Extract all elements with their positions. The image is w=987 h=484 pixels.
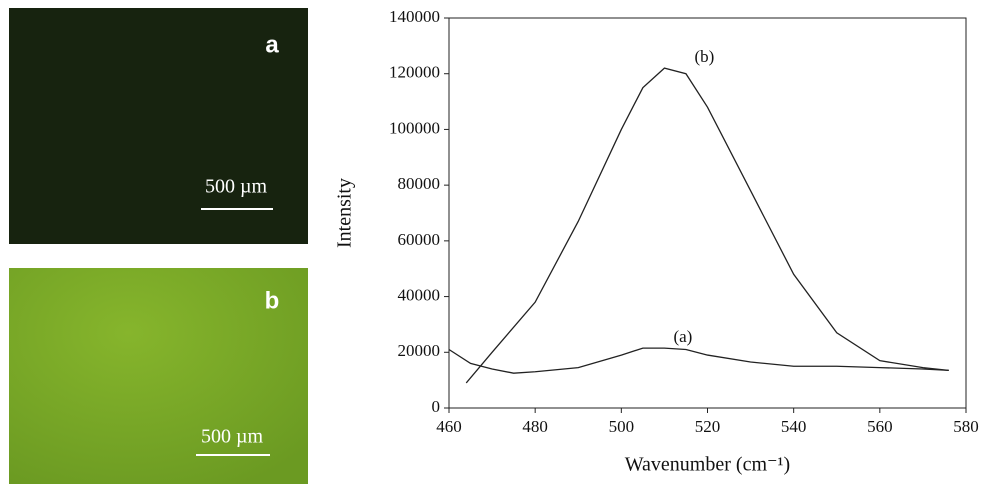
x-tick-label: 580 [953, 417, 979, 436]
plot-frame [449, 18, 966, 408]
y-tick-label: 140000 [389, 7, 440, 26]
figure: a 500 µm b 500 µm 460 480 500 520 540 560 580 0… [0, 0, 987, 484]
x-tick-label: 460 [436, 417, 462, 436]
y-tick-label: 120000 [389, 63, 440, 82]
series-label: (a) [673, 327, 692, 346]
plot: 460 480 500 520 540 560 580 0 20000 40000 60000 800… [334, 7, 979, 476]
x-tick-label: 560 [867, 417, 893, 436]
x-tick-label: 540 [781, 417, 807, 436]
scale-bar-label: 500 µm [201, 426, 264, 448]
y-tick-label: 20000 [398, 341, 441, 360]
x-tick-label: 480 [522, 417, 548, 436]
x-axis-title: Wavenumber (cm⁻¹) [625, 454, 790, 476]
y-tick-label: 80000 [398, 174, 441, 193]
series-line [466, 68, 949, 383]
y-tick-label: 60000 [398, 230, 441, 249]
series-label: (b) [695, 47, 715, 66]
panel-label: a [265, 31, 279, 58]
series-line [449, 348, 949, 373]
y-tick-label: 40000 [398, 285, 441, 304]
panel-label: b [265, 287, 280, 314]
x-tick-label: 520 [695, 417, 721, 436]
micrograph-b [9, 268, 308, 484]
page: {"panels": [{"label": "a", "scale_bar": … [0, 0, 987, 484]
y-tick-label: 0 [432, 397, 441, 416]
y-axis-title: Intensity [334, 178, 356, 248]
x-tick-label: 500 [609, 417, 635, 436]
y-tick-label: 100000 [389, 118, 440, 137]
scale-bar-label: 500 µm [205, 176, 268, 198]
